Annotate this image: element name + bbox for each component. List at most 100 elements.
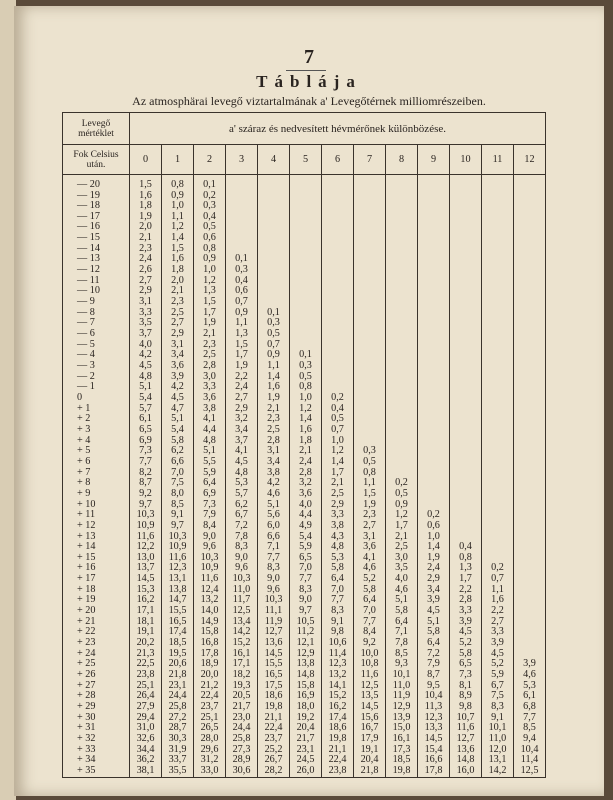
row-label: — 7 bbox=[62, 318, 130, 330]
cell: 27,2 bbox=[161, 712, 194, 724]
empty-cell bbox=[225, 174, 258, 191]
empty-cell bbox=[353, 243, 386, 255]
table-row: + 1 5,7 4,7 3,8 2,9 2,1 1,2 0,4 bbox=[62, 403, 546, 415]
cell: 0,9 bbox=[193, 254, 226, 266]
cell: 1,6 bbox=[161, 254, 194, 266]
cell: 7,3 bbox=[449, 669, 482, 681]
cell: 7,7 bbox=[353, 616, 386, 628]
empty-cell bbox=[481, 339, 514, 351]
cell: 19,1 bbox=[129, 627, 162, 639]
table-row: + 4 6,9 5,8 4,8 3,7 2,8 1,8 1,0 bbox=[62, 435, 546, 447]
cell: 1,7 bbox=[321, 467, 354, 479]
cell: 0,3 bbox=[257, 318, 290, 330]
empty-cell bbox=[321, 174, 354, 191]
empty-cell bbox=[513, 616, 546, 628]
cell: 16,2 bbox=[129, 595, 162, 607]
cell: 4,6 bbox=[385, 584, 418, 596]
cell: 3,2 bbox=[289, 478, 322, 489]
cell: 27,9 bbox=[129, 701, 162, 713]
row-label: + 17 bbox=[62, 573, 130, 585]
cell: 14,1 bbox=[321, 680, 354, 692]
empty-cell bbox=[321, 297, 354, 308]
cell: 10,9 bbox=[193, 563, 226, 575]
cell: 11,0 bbox=[225, 584, 258, 596]
table-row: — 16 2,0 1,2 0,5 bbox=[62, 222, 546, 234]
empty-cell bbox=[417, 243, 450, 255]
cell: 23,8 bbox=[321, 765, 354, 778]
row-label: + 10 bbox=[62, 499, 130, 511]
cell: 8,3 bbox=[225, 541, 258, 553]
empty-cell bbox=[449, 414, 482, 425]
table-row: + 15 13,0 11,6 10,3 9,0 7,7 6,5 5,3 4,1 3,0 1,9 0,8 bbox=[62, 552, 546, 564]
row-label: + 32 bbox=[62, 733, 130, 745]
table-row: — 13 2,4 1,6 0,9 0,1 bbox=[62, 254, 546, 266]
cell: 24,4 bbox=[225, 723, 258, 734]
cell: 1,0 bbox=[289, 392, 322, 404]
cell: 5,8 bbox=[417, 627, 450, 639]
cell: 11,6 bbox=[449, 723, 482, 734]
cell: 2,3 bbox=[129, 243, 162, 255]
empty-cell bbox=[513, 190, 546, 202]
cell: 20,5 bbox=[225, 691, 258, 702]
cell: 24,5 bbox=[289, 755, 322, 766]
table-row: + 35 38,1 35,5 33,0 30,6 28,2 26,0 23,8 21,8 19,8… bbox=[62, 765, 546, 778]
table-row: + 32 32,6 30,3 28,0 25,8 23,7 21,7 19,8 17,9 16,1… bbox=[62, 733, 546, 745]
empty-cell bbox=[481, 520, 514, 532]
empty-cell bbox=[385, 190, 418, 202]
cell: 17,8 bbox=[193, 648, 226, 660]
cell: 5,4 bbox=[161, 424, 194, 436]
empty-cell bbox=[289, 174, 322, 191]
empty-cell bbox=[385, 201, 418, 212]
empty-cell bbox=[449, 392, 482, 404]
empty-cell bbox=[353, 254, 386, 266]
cell: 5,7 bbox=[129, 403, 162, 415]
empty-cell bbox=[513, 174, 546, 191]
cell: 30,3 bbox=[161, 733, 194, 745]
cell: 22,4 bbox=[321, 755, 354, 766]
cell: 0,1 bbox=[193, 174, 226, 191]
cell: 4,0 bbox=[385, 573, 418, 585]
cell: 3,6 bbox=[193, 392, 226, 404]
cell: 12,7 bbox=[257, 627, 290, 639]
cell: 23,1 bbox=[289, 744, 322, 756]
cell: 5,1 bbox=[257, 499, 290, 511]
empty-cell bbox=[321, 286, 354, 298]
cell: 2,3 bbox=[353, 510, 386, 521]
column-header: 9 bbox=[417, 144, 450, 175]
cell: 1,3 bbox=[193, 286, 226, 298]
cell: 29,4 bbox=[129, 712, 162, 724]
empty-cell bbox=[513, 211, 546, 223]
cell: 1,0 bbox=[193, 264, 226, 276]
cell: 3,6 bbox=[289, 488, 322, 500]
cell: 3,6 bbox=[353, 541, 386, 553]
row-label: — 2 bbox=[62, 371, 130, 383]
table-row: + 3 6,5 5,4 4,4 3,4 2,5 1,6 0,7 bbox=[62, 424, 546, 436]
cell: 5,4 bbox=[129, 392, 162, 404]
table-row: + 31 31,0 28,7 26,5 24,4 22,4 20,4 18,6 16,7 15,0… bbox=[62, 723, 546, 734]
empty-cell bbox=[513, 520, 546, 532]
cell: 16,8 bbox=[193, 637, 226, 649]
cell: 13,4 bbox=[225, 616, 258, 628]
cell: 4,8 bbox=[225, 467, 258, 479]
cell: 30,6 bbox=[225, 765, 258, 778]
cell: 4,5 bbox=[449, 627, 482, 639]
table-row: + 25 22,5 20,6 18,9 17,1 15,5 13,8 12,3 10,8 9,3 7… bbox=[62, 659, 546, 671]
cell: 11,0 bbox=[385, 680, 418, 692]
cell: 1,5 bbox=[129, 174, 162, 191]
empty-cell bbox=[321, 382, 354, 393]
cell: 25,8 bbox=[161, 701, 194, 713]
empty-cell bbox=[449, 382, 482, 393]
empty-cell bbox=[385, 446, 418, 457]
cell: 0,7 bbox=[321, 424, 354, 436]
empty-cell bbox=[513, 265, 546, 276]
cell: 16,2 bbox=[321, 701, 354, 713]
cell: 29,6 bbox=[193, 744, 226, 756]
cell: 9,5 bbox=[417, 680, 450, 692]
empty-cell bbox=[449, 435, 482, 447]
empty-cell bbox=[513, 467, 546, 479]
cell: 0,5 bbox=[321, 414, 354, 425]
cell: 5,9 bbox=[193, 467, 226, 479]
empty-cell bbox=[321, 243, 354, 255]
cell: 4,9 bbox=[289, 520, 322, 532]
row-label: + 14 bbox=[62, 541, 130, 553]
